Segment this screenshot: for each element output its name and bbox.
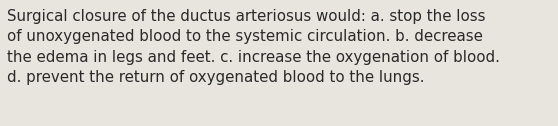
Text: Surgical closure of the ductus arteriosus would: a. stop the loss
of unoxygenate: Surgical closure of the ductus arteriosu… [7, 9, 500, 85]
